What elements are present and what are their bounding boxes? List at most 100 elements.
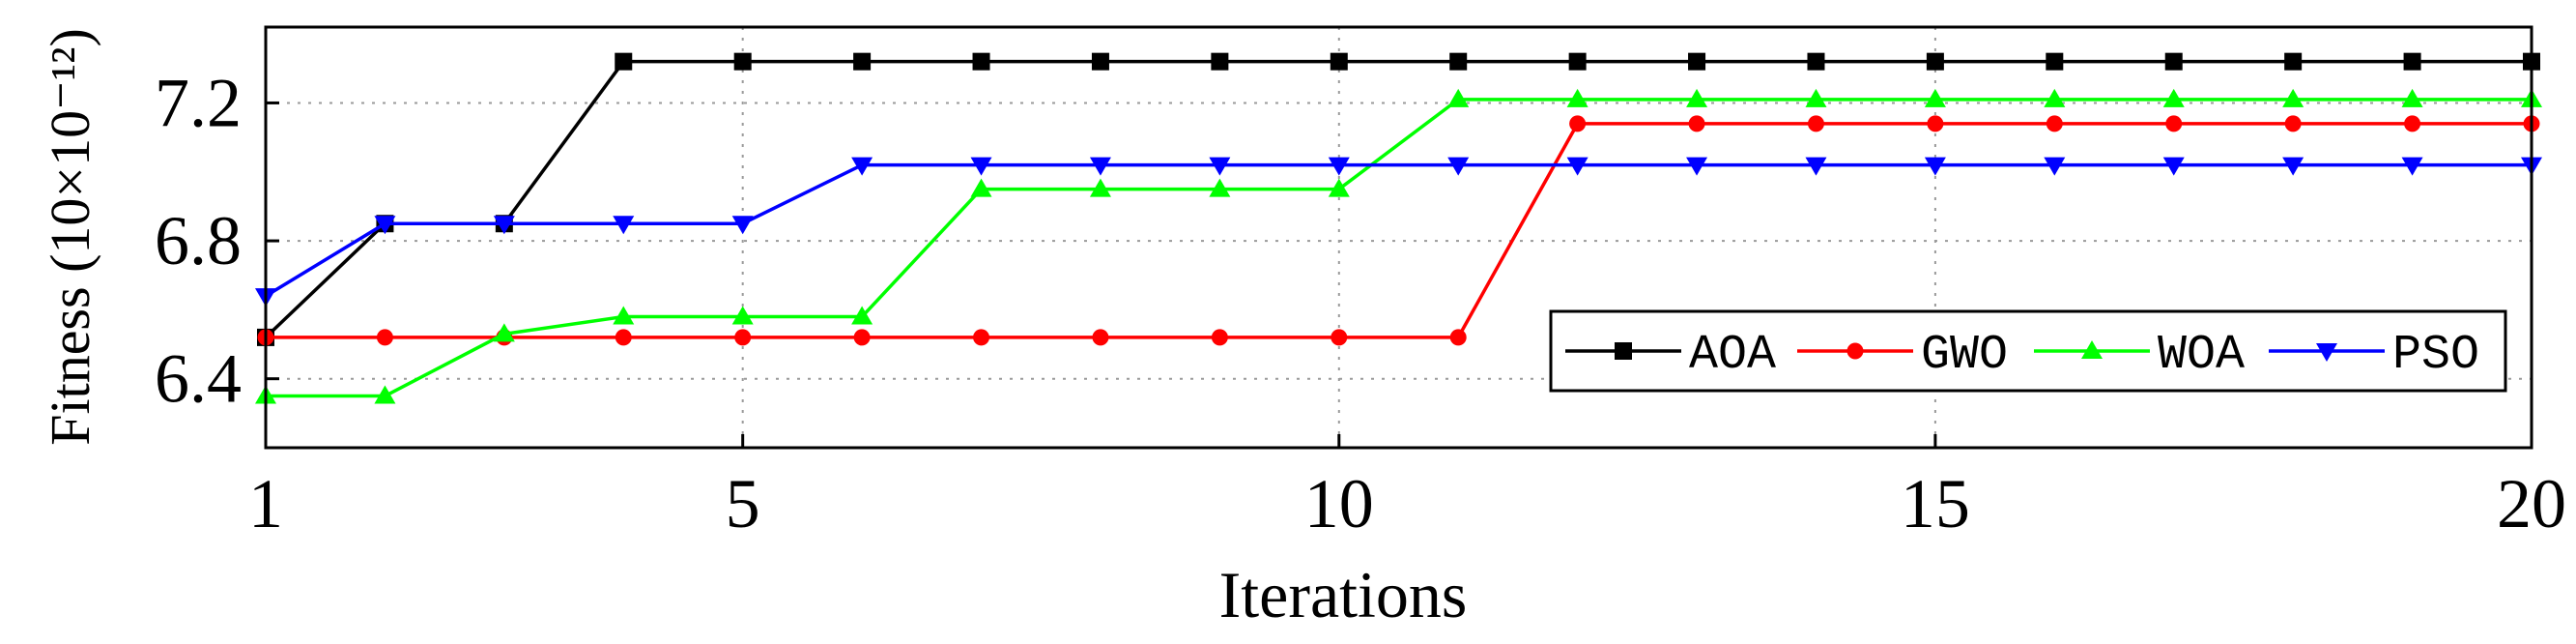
data-point-pso (2162, 157, 2185, 176)
data-point-woa (1447, 88, 1470, 107)
data-point-woa (1566, 88, 1589, 107)
x-axis-title: Iterations (1219, 558, 1468, 631)
legend-label-aoa: AOA (1689, 328, 1776, 383)
data-point-woa (1089, 178, 1111, 197)
data-point-gwo (1449, 329, 1467, 346)
series-woa (255, 88, 2542, 404)
data-point-pso (851, 157, 873, 176)
data-point-pso (1924, 157, 1946, 176)
data-point-gwo (1927, 115, 1944, 132)
data-point-aoa (972, 52, 990, 71)
data-point-woa (493, 323, 515, 342)
y-tick-label: 6.8 (155, 202, 242, 279)
data-point-gwo (615, 329, 632, 346)
data-point-gwo (1807, 115, 1824, 132)
x-tick-label: 5 (726, 465, 760, 542)
series-line-aoa (264, 59, 2532, 339)
data-point-woa (2401, 88, 2423, 107)
data-point-pso (1089, 157, 1111, 176)
data-point-pso (2044, 157, 2066, 176)
data-point-gwo (2165, 115, 2183, 132)
data-point-pso (1686, 157, 1708, 176)
data-point-woa (851, 306, 873, 325)
data-point-pso (493, 216, 515, 235)
data-point-woa (613, 306, 635, 325)
series-aoa (257, 52, 2540, 346)
y-axis-title: Fitness (10×10⁻¹²) (39, 28, 101, 446)
x-tick-label: 10 (1304, 465, 1374, 542)
data-point-pso (374, 216, 396, 235)
data-point-gwo (2046, 115, 2063, 132)
legend-entry-pso: PSO (2269, 328, 2479, 383)
data-point-gwo (1211, 329, 1228, 346)
series-layer (255, 52, 2542, 404)
data-point-pso (613, 216, 635, 235)
data-point-pso (1566, 157, 1589, 176)
data-point-gwo (734, 329, 752, 346)
legend: AOA GWO WOA PSO (1549, 309, 2507, 393)
series-line-pso (265, 162, 2532, 298)
data-point-woa (731, 306, 754, 325)
data-point-pso (1447, 157, 1470, 176)
data-point-gwo (2284, 115, 2302, 132)
data-point-aoa (2046, 52, 2064, 71)
data-point-pso (1805, 157, 1827, 176)
legend-items: AOA GWO WOA PSO (1565, 328, 2479, 383)
legend-marker-pso (2316, 343, 2337, 362)
legend-label-gwo: GWO (1921, 328, 2008, 383)
data-point-gwo (1331, 329, 1348, 346)
legend-entry-aoa: AOA (1565, 328, 1776, 383)
data-point-pso (2401, 157, 2423, 176)
data-point-aoa (1688, 52, 1706, 71)
data-point-pso (1209, 157, 1231, 176)
data-point-gwo (973, 329, 990, 346)
data-point-aoa (1211, 52, 1229, 71)
legend-entry-gwo: GWO (1797, 328, 2008, 383)
data-point-aoa (1926, 52, 1944, 71)
series-line-woa (266, 98, 2532, 398)
data-point-woa (1328, 178, 1350, 197)
data-point-woa (1686, 88, 1708, 107)
x-tick-label: 1 (248, 465, 283, 542)
data-point-aoa (1807, 52, 1825, 71)
tick-labels: 1 5 10 15 206.46.87.2 (155, 64, 2566, 542)
data-point-woa (2282, 88, 2304, 107)
data-point-aoa (1330, 52, 1348, 71)
data-point-pso (731, 216, 754, 235)
data-point-pso (970, 157, 992, 176)
legend-marker-aoa (1615, 342, 1632, 360)
legend-marker-woa (2081, 340, 2103, 359)
data-point-pso (1328, 157, 1350, 176)
data-point-aoa (1568, 52, 1587, 71)
series-line-gwo (266, 122, 2532, 339)
data-point-gwo (853, 329, 871, 346)
y-tick-label: 7.2 (155, 64, 242, 141)
data-point-woa (970, 178, 992, 197)
plot-frame (264, 25, 2533, 450)
legend-entry-woa: WOA (2034, 328, 2245, 383)
x-tick-label: 20 (2497, 465, 2566, 542)
data-point-aoa (1091, 52, 1109, 71)
data-point-woa (2162, 88, 2185, 107)
data-point-aoa (2164, 52, 2183, 71)
data-point-aoa (733, 52, 752, 71)
data-point-pso (2282, 157, 2304, 176)
legend-marker-gwo (1846, 342, 1864, 360)
data-point-woa (2044, 88, 2066, 107)
data-point-gwo (1569, 115, 1587, 132)
data-point-aoa (2284, 52, 2303, 71)
data-point-aoa (1449, 52, 1468, 71)
data-point-woa (1924, 88, 1946, 107)
data-point-gwo (376, 329, 393, 346)
y-tick-label: 6.4 (155, 340, 242, 418)
data-point-woa (374, 385, 396, 404)
legend-label-pso: PSO (2392, 328, 2479, 383)
series-pso (255, 157, 2542, 307)
data-point-aoa (615, 52, 633, 71)
data-point-gwo (1688, 115, 1705, 132)
data-point-aoa (853, 52, 872, 71)
data-point-gwo (2404, 115, 2421, 132)
x-tick-label: 15 (1901, 465, 1970, 542)
data-point-woa (1209, 178, 1231, 197)
